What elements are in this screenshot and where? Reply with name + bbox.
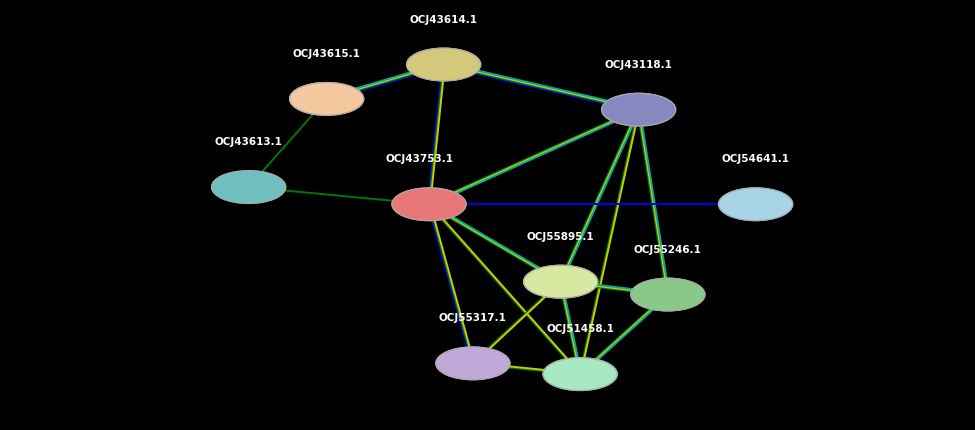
Circle shape bbox=[631, 278, 705, 311]
Circle shape bbox=[290, 83, 364, 115]
Text: OCJ54641.1: OCJ54641.1 bbox=[722, 154, 790, 164]
Text: OCJ55895.1: OCJ55895.1 bbox=[526, 232, 595, 242]
Circle shape bbox=[392, 188, 466, 221]
Text: OCJ43613.1: OCJ43613.1 bbox=[214, 137, 283, 147]
Text: OCJ43118.1: OCJ43118.1 bbox=[604, 60, 673, 70]
Circle shape bbox=[602, 93, 676, 126]
Text: OCJ55246.1: OCJ55246.1 bbox=[634, 245, 702, 255]
Circle shape bbox=[436, 347, 510, 380]
Text: OCJ43615.1: OCJ43615.1 bbox=[292, 49, 361, 59]
Circle shape bbox=[407, 48, 481, 81]
Circle shape bbox=[524, 265, 598, 298]
Circle shape bbox=[543, 358, 617, 390]
Text: OCJ55317.1: OCJ55317.1 bbox=[439, 313, 507, 323]
Text: OCJ43753.1: OCJ43753.1 bbox=[385, 154, 453, 164]
Text: OCJ43614.1: OCJ43614.1 bbox=[410, 15, 478, 25]
Circle shape bbox=[212, 171, 286, 203]
Circle shape bbox=[719, 188, 793, 221]
Text: OCJ51458.1: OCJ51458.1 bbox=[546, 324, 614, 334]
